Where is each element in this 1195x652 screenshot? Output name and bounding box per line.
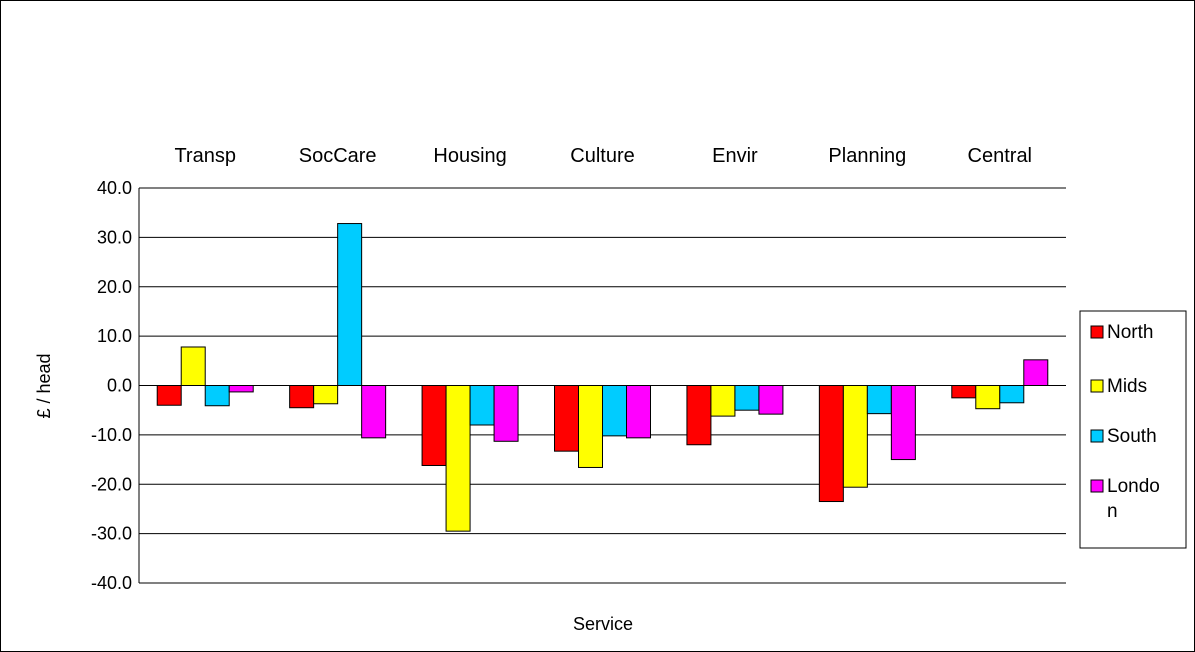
bar-south-soccare	[337, 223, 363, 386]
bar-south-culture	[602, 385, 627, 437]
bar-north-culture	[554, 385, 579, 452]
y-tick-label: 30.0	[97, 227, 132, 247]
category-labels: Transp SocCare Housing Culture Envir Planning…	[174, 145, 1032, 167]
y-tick-label: -20.0	[91, 474, 132, 494]
y-tick-label: -10.0	[91, 425, 132, 445]
bar-north-transp	[156, 385, 182, 406]
bar-south-housing	[469, 385, 495, 426]
legend-swatch-south	[1090, 429, 1104, 443]
bar-north-soccare	[289, 385, 315, 409]
legend-swatch-mids	[1090, 379, 1104, 393]
category-label: Culture	[570, 145, 634, 167]
bar-south-envir	[734, 385, 760, 411]
bar-north-planning	[818, 385, 844, 503]
bar-london-housing	[493, 385, 519, 442]
bar-mids-soccare	[313, 385, 339, 405]
bar-north-housing	[421, 385, 447, 466]
legend: North Mids South Londo n	[1079, 310, 1187, 549]
bar-mids-transp	[180, 346, 206, 386]
bar-mids-culture	[578, 385, 603, 468]
bar-north-central	[951, 385, 977, 399]
bar-mids-planning	[842, 385, 868, 488]
category-label: Central	[968, 145, 1032, 167]
bar-mids-central	[975, 385, 1001, 410]
bar-mids-envir	[710, 385, 736, 417]
bar-north-envir	[686, 385, 712, 446]
category-label: Envir	[712, 145, 758, 167]
bar-london-planning	[890, 385, 916, 461]
y-tick-label: 40.0	[97, 178, 132, 198]
y-tick-label: 0.0	[107, 376, 132, 396]
x-axis-label: Service	[573, 614, 633, 634]
bar-london-soccare	[361, 385, 387, 439]
category-label: Planning	[828, 145, 906, 167]
y-tick-label: -40.0	[91, 573, 132, 593]
bar-south-central	[999, 385, 1025, 404]
category-label: Transp	[174, 145, 236, 167]
legend-label-south: South	[1107, 426, 1157, 447]
category-label: SocCare	[299, 145, 377, 167]
legend-swatch-north	[1090, 325, 1104, 339]
bar-mids-housing	[445, 385, 471, 532]
legend-label-north: North	[1107, 322, 1153, 343]
bar-london-envir	[758, 385, 784, 415]
legend-label-mids: Mids	[1107, 376, 1147, 397]
bar-london-central	[1023, 359, 1049, 387]
y-axis-label: £ / head	[34, 353, 54, 418]
category-label: Housing	[433, 145, 506, 167]
bar-london-culture	[626, 385, 651, 439]
legend-label-london: n	[1107, 501, 1118, 522]
legend-swatch-london	[1090, 479, 1104, 493]
legend-label-london: Londo	[1107, 476, 1160, 497]
bar-south-transp	[204, 385, 230, 407]
y-tick-label: -30.0	[91, 524, 132, 544]
y-tick-labels: 40.0 30.0 20.0 10.0 0.0 -10.0 -20.0 -30.0 -40.0	[91, 178, 132, 593]
bar-london-transp	[228, 385, 254, 393]
y-tick-label: 10.0	[97, 326, 132, 346]
y-tick-label: 20.0	[97, 277, 132, 297]
bars	[156, 223, 1049, 532]
bar-south-planning	[866, 385, 892, 415]
